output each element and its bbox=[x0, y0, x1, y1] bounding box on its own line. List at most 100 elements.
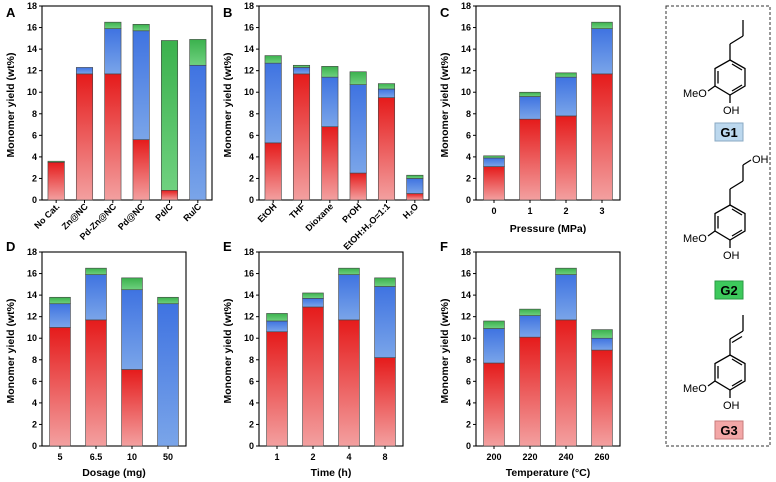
y-tick-label: 16 bbox=[27, 23, 37, 33]
y-tick-label: 12 bbox=[244, 312, 254, 322]
side-hydroxyl-label: OH bbox=[752, 154, 769, 166]
bar-segment-g3 bbox=[160, 40, 179, 191]
ring-double-bond bbox=[731, 229, 743, 237]
x-tick-label: EtOH bbox=[256, 201, 279, 224]
y-tick-label: 16 bbox=[244, 269, 254, 279]
benzene-ring bbox=[714, 204, 746, 241]
bar-segment-g3 bbox=[519, 91, 541, 97]
y-tick-label: 12 bbox=[27, 312, 37, 322]
hydroxyl-label: OH bbox=[723, 400, 740, 412]
badge-g1 bbox=[714, 122, 744, 142]
x-tick-label: 1 bbox=[274, 452, 279, 462]
ring-double-bond bbox=[731, 208, 743, 216]
y-tick-label: 10 bbox=[27, 333, 37, 343]
bar-segment-g2 bbox=[338, 274, 360, 321]
y-tick-label: 18 bbox=[461, 247, 471, 257]
bar-segment-g1 bbox=[338, 319, 360, 447]
bar-segment-g3 bbox=[374, 277, 396, 287]
benzene-ring bbox=[714, 354, 746, 391]
y-tick-label: 8 bbox=[32, 355, 37, 365]
structure-legend: MeO OH G1 OH MeO OH G2 bbox=[665, 5, 771, 447]
x-tick-label: 200 bbox=[486, 452, 501, 462]
y-tick-label: 14 bbox=[27, 290, 37, 300]
bar-segment-g1 bbox=[302, 306, 324, 447]
y-tick-label: 2 bbox=[249, 173, 254, 183]
bar-segment-g2 bbox=[49, 303, 71, 328]
bar-segment-g2 bbox=[349, 84, 367, 174]
bar-segment-g2 bbox=[519, 96, 541, 120]
bar-segment-g1 bbox=[555, 319, 577, 447]
y-tick-label: 14 bbox=[461, 290, 471, 300]
y-tick-label: 2 bbox=[32, 419, 37, 429]
bar-segment-g3 bbox=[266, 313, 288, 322]
y-tick-label: 4 bbox=[32, 152, 37, 162]
bar-segment-g1 bbox=[555, 115, 577, 201]
y-tick-label: 10 bbox=[244, 333, 254, 343]
y-tick-label: 8 bbox=[249, 355, 254, 365]
bar-segment-g1 bbox=[266, 331, 288, 447]
y-tick-label: 10 bbox=[461, 333, 471, 343]
bar-segment-g3 bbox=[47, 160, 65, 163]
y-tick-label: 8 bbox=[466, 109, 471, 119]
bar-segment-g2 bbox=[75, 67, 94, 75]
badge-g3-label: G3 bbox=[720, 423, 737, 438]
bar-segment-g2 bbox=[85, 274, 107, 321]
y-tick-label: 16 bbox=[27, 269, 37, 279]
bar-segment-g2 bbox=[132, 30, 150, 140]
bar-segment-g1 bbox=[377, 97, 396, 201]
x-axis-title: Dosage (mg) bbox=[82, 467, 146, 479]
x-tick-label: 240 bbox=[558, 452, 573, 462]
panel-letter-d: D bbox=[6, 239, 15, 254]
bar-segment-g1 bbox=[121, 369, 143, 447]
y-tick-label: 6 bbox=[249, 376, 254, 386]
bar-segment-g2 bbox=[292, 67, 311, 75]
bar-segment-g2 bbox=[483, 328, 505, 364]
bar-segment-g3 bbox=[189, 39, 207, 66]
x-tick-label: Dioxane bbox=[303, 201, 335, 233]
plot-frame bbox=[258, 5, 430, 201]
y-tick-label: 2 bbox=[32, 173, 37, 183]
bar-segment-g3 bbox=[121, 277, 143, 291]
bar-segment-g1 bbox=[591, 73, 613, 201]
bar-segment-g1 bbox=[519, 118, 541, 201]
y-tick-label: 14 bbox=[27, 44, 37, 54]
bar-segment-g2 bbox=[555, 76, 577, 117]
bar-segment-g3 bbox=[555, 267, 577, 275]
y-tick-label: 8 bbox=[249, 109, 254, 119]
x-axis-title: Time (h) bbox=[311, 467, 352, 479]
bar-segment-g2 bbox=[555, 274, 577, 321]
bar-segment-g2 bbox=[406, 178, 424, 194]
y-tick-label: 6 bbox=[32, 130, 37, 140]
y-tick-label: 6 bbox=[249, 130, 254, 140]
bar-segment-g3 bbox=[49, 296, 71, 305]
methoxy-label: MeO bbox=[683, 233, 707, 245]
y-tick-label: 2 bbox=[466, 173, 471, 183]
propyl-chain bbox=[729, 180, 744, 190]
y-axis-title: Monomer yield (wt%) bbox=[439, 298, 451, 403]
ring-double-bond bbox=[731, 379, 743, 387]
panel-a: A Monomer yield (wt%) 0 2 4 6 8 10 12 14 16 18 No … bbox=[5, 1, 213, 242]
bar-segment-g1 bbox=[519, 336, 541, 447]
plot-frame bbox=[41, 251, 187, 447]
hydroxyl-label: OH bbox=[723, 105, 740, 117]
ome-bond bbox=[707, 380, 716, 387]
benzene-ring bbox=[714, 59, 746, 96]
x-tick-label: 0 bbox=[491, 206, 496, 216]
bar-segment-g3 bbox=[555, 72, 577, 78]
structure-g1 bbox=[707, 20, 746, 103]
bar-segment-g2 bbox=[591, 337, 613, 351]
y-tick-label: 4 bbox=[249, 152, 254, 162]
propyl-chain bbox=[729, 35, 744, 45]
badge-g2 bbox=[714, 280, 744, 300]
ring-double-bond bbox=[731, 84, 743, 92]
badge-g3 bbox=[714, 420, 744, 440]
bar-segment-g1 bbox=[349, 172, 367, 201]
bar-segment-g3 bbox=[321, 66, 339, 78]
bar-segment-g1 bbox=[321, 126, 339, 201]
bar-segment-g2 bbox=[302, 298, 324, 308]
y-tick-label: 2 bbox=[466, 419, 471, 429]
bar-segment-g2 bbox=[189, 64, 207, 201]
bar-segment-g3 bbox=[85, 267, 107, 275]
y-tick-label: 10 bbox=[27, 87, 37, 97]
